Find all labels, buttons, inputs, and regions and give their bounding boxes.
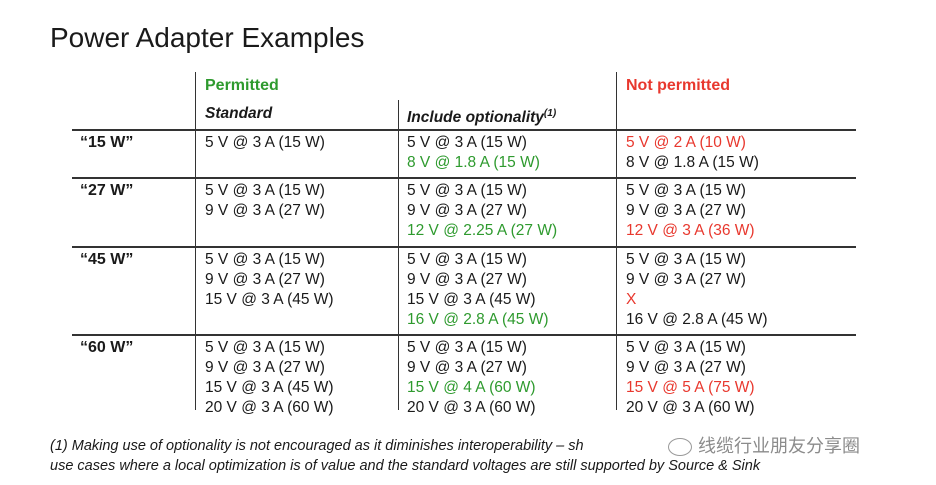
spec-line: 9 V @ 3 A (27 W) (205, 359, 325, 376)
spec-line: 16 V @ 2.8 A (45 W) (626, 311, 768, 328)
spec-line: 9 V @ 3 A (27 W) (626, 359, 746, 376)
header-standard: Standard (205, 105, 273, 122)
cell-optional: 5 V @ 3 A (15 W) 9 V @ 3 A (27 W) 15 V @ 4… (407, 338, 536, 418)
row-label: “15 W” (80, 134, 134, 151)
spec-line: 5 V @ 3 A (15 W) (205, 134, 325, 151)
divider-horizontal-1 (72, 177, 856, 179)
cell-optional: 5 V @ 3 A (15 W) 9 V @ 3 A (27 W) 15 V @ 3… (407, 250, 549, 330)
cell-not-permitted: 5 V @ 3 A (15 W) 9 V @ 3 A (27 W) 15 V @ 5… (626, 338, 755, 418)
spec-line: 12 V @ 3 A (36 W) (626, 222, 755, 239)
spec-line: 9 V @ 3 A (27 W) (626, 202, 746, 219)
spec-line: 5 V @ 3 A (15 W) (626, 251, 746, 268)
spec-line: 15 V @ 4 A (60 W) (407, 379, 536, 396)
divider-vertical-3 (616, 72, 617, 410)
spec-line: 12 V @ 2.25 A (27 W) (407, 222, 558, 239)
spec-line: 15 V @ 3 A (45 W) (407, 291, 536, 308)
spec-line: 5 V @ 3 A (15 W) (205, 182, 325, 199)
header-not-permitted: Not permitted (626, 77, 730, 94)
spec-line: 20 V @ 3 A (60 W) (407, 399, 536, 416)
divider-horizontal-header (72, 129, 856, 131)
spec-line: 9 V @ 3 A (27 W) (407, 359, 527, 376)
spec-line: 5 V @ 3 A (15 W) (205, 339, 325, 356)
divider-vertical-2 (398, 100, 399, 410)
cell-optional: 5 V @ 3 A (15 W) 8 V @ 1.8 A (15 W) (407, 133, 540, 173)
spec-line: 5 V @ 3 A (15 W) (626, 339, 746, 356)
spec-line: 5 V @ 3 A (15 W) (626, 182, 746, 199)
spec-line: 9 V @ 3 A (27 W) (626, 271, 746, 288)
row-label: “27 W” (80, 182, 134, 199)
cell-not-permitted: 5 V @ 3 A (15 W) 9 V @ 3 A (27 W) X 16 V @ … (626, 250, 768, 330)
header-permitted: Permitted (205, 77, 279, 94)
spec-line: 5 V @ 3 A (15 W) (407, 339, 527, 356)
spec-line: 5 V @ 3 A (15 W) (205, 251, 325, 268)
spec-line: 20 V @ 3 A (60 W) (205, 399, 334, 416)
footnote-line-1: (1) Making use of optionality is not enc… (50, 438, 584, 454)
header-include-optionality-label: Include optionality (407, 109, 544, 127)
spec-line: X (626, 291, 637, 308)
spec-line: 9 V @ 3 A (27 W) (407, 271, 527, 288)
wechat-icon (668, 438, 692, 457)
cell-not-permitted: 5 V @ 3 A (15 W) 9 V @ 3 A (27 W) 12 V @ 3… (626, 181, 755, 241)
spec-line: 5 V @ 3 A (15 W) (407, 134, 527, 151)
cell-optional: 5 V @ 3 A (15 W) 9 V @ 3 A (27 W) 12 V @ 2… (407, 181, 557, 241)
spec-line: 15 V @ 5 A (75 W) (626, 379, 755, 396)
cell-not-permitted: 5 V @ 2 A (10 W) 8 V @ 1.8 A (15 W) (626, 133, 759, 173)
divider-horizontal-3 (72, 334, 856, 336)
spec-line: 9 V @ 3 A (27 W) (205, 202, 325, 219)
spec-line: 9 V @ 3 A (27 W) (205, 271, 325, 288)
cell-standard: 5 V @ 3 A (15 W) (205, 133, 325, 153)
watermark: 线缆行业朋友分享圈 (668, 432, 860, 458)
footnote-line-2: use cases where a local optimization is … (50, 458, 761, 474)
spec-line: 15 V @ 3 A (45 W) (205, 379, 334, 396)
divider-horizontal-2 (72, 246, 856, 248)
divider-vertical-1 (195, 72, 196, 410)
spec-line: 5 V @ 3 A (15 W) (407, 182, 527, 199)
header-include-optionality: Include optionality(1) (407, 104, 556, 128)
cell-standard: 5 V @ 3 A (15 W) 9 V @ 3 A (27 W) 15 V @ 3… (205, 250, 334, 310)
footnote-ref: (1) (543, 108, 557, 119)
spec-line: 16 V @ 2.8 A (45 W) (407, 311, 549, 328)
spec-line: 5 V @ 3 A (15 W) (407, 251, 527, 268)
cell-standard: 5 V @ 3 A (15 W) 9 V @ 3 A (27 W) 15 V @ 3… (205, 338, 334, 418)
spec-line: 20 V @ 3 A (60 W) (626, 399, 755, 416)
watermark-text: 线缆行业朋友分享圈 (698, 436, 860, 456)
spec-line: 8 V @ 1.8 A (15 W) (407, 154, 540, 171)
page-title: Power Adapter Examples (50, 22, 365, 53)
spec-line: 5 V @ 2 A (10 W) (626, 134, 746, 151)
spec-line: 15 V @ 3 A (45 W) (205, 291, 334, 308)
spec-line: 8 V @ 1.8 A (15 W) (626, 154, 759, 171)
row-label: “60 W” (80, 339, 134, 356)
row-label: “45 W” (80, 251, 134, 268)
cell-standard: 5 V @ 3 A (15 W) 9 V @ 3 A (27 W) (205, 181, 325, 221)
spec-line: 9 V @ 3 A (27 W) (407, 202, 527, 219)
